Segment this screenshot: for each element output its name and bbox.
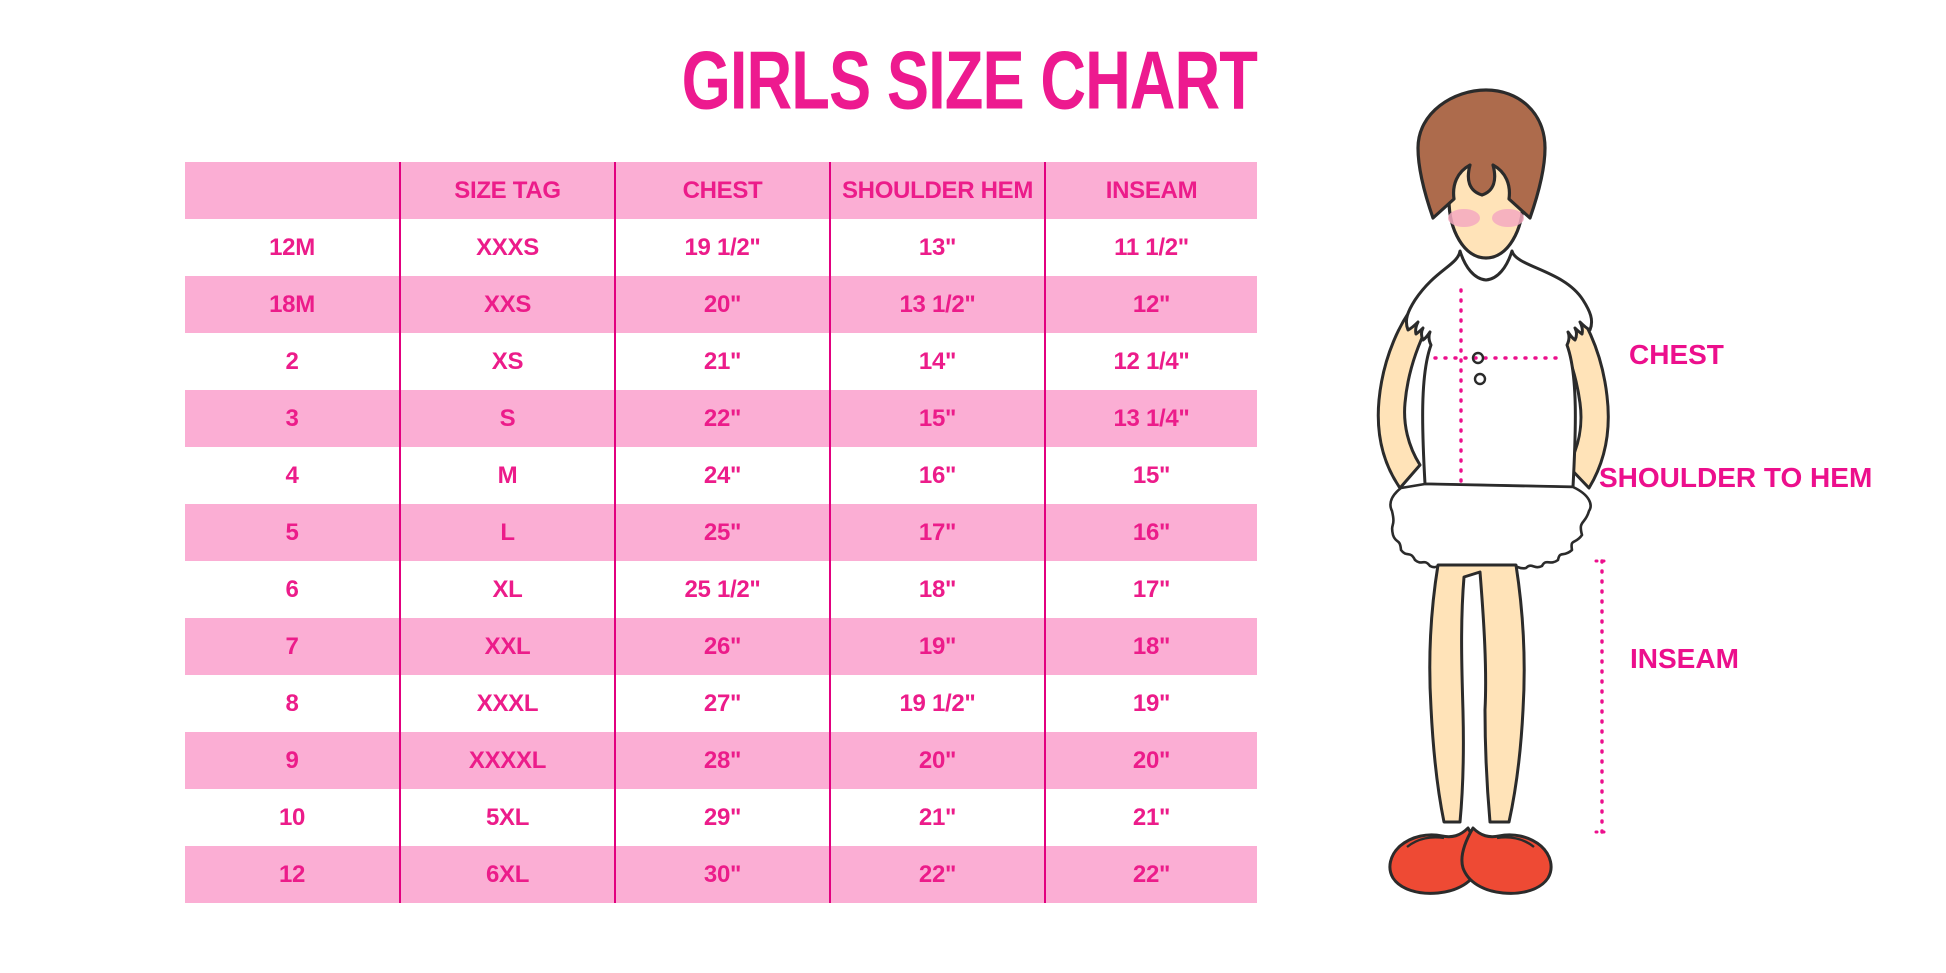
svg-text:INSEAM: INSEAM	[1630, 643, 1739, 674]
svg-text:CHEST: CHEST	[1629, 339, 1724, 370]
svg-text:SHOULDER TO HEM: SHOULDER TO HEM	[1599, 462, 1872, 493]
